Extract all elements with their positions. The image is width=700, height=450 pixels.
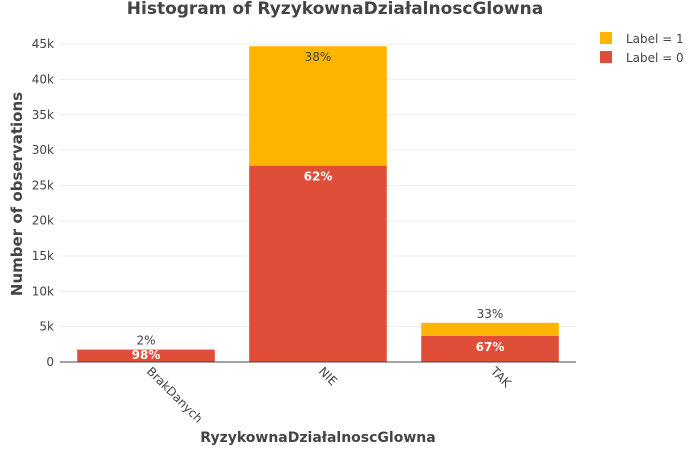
legend-swatch [600, 32, 612, 44]
bar-percent-label: 33% [477, 307, 504, 321]
x-axis-title: RyzykownaDziałalnoscGlowna [200, 430, 435, 446]
bar-segment [249, 46, 387, 166]
x-tick-label: TAK [487, 364, 514, 391]
x-tick-label: BrakDanych [144, 364, 206, 426]
y-tick-label: 5k [39, 320, 54, 334]
y-tick-label: 40k [32, 72, 54, 86]
legend: Label = 1 Label = 0 [600, 32, 684, 65]
legend-swatch [600, 51, 612, 63]
bar-percent-label: 2% [136, 333, 155, 347]
bar-percent-label: 38% [305, 50, 332, 64]
bars [77, 46, 559, 362]
bar-labels: 98%2% 62% 38% 67% 33% [132, 50, 505, 362]
legend-label: Label = 1 [626, 32, 684, 46]
y-tick-label: 10k [32, 284, 54, 298]
bar-segment [249, 165, 387, 362]
y-tick-label: 45k [32, 37, 54, 51]
bar-percent-label: 67% [476, 340, 505, 354]
bar-segment [421, 322, 559, 336]
y-tick-label: 25k [32, 178, 54, 192]
y-tick-label: 20k [32, 214, 54, 228]
y-tick-label: 15k [32, 249, 54, 263]
bar-segment [77, 349, 215, 362]
chart-title: Histogram of RyzykownaDziałalnoscGlowna [127, 0, 543, 19]
y-tick-label: 30k [32, 143, 54, 157]
x-tick-label: NIE [316, 364, 340, 388]
legend-label: Label = 0 [626, 51, 684, 65]
y-tick-label: 0 [46, 355, 54, 369]
bar-percent-label: 98% [132, 348, 161, 362]
y-axis-title: Number of observations [8, 92, 26, 296]
bar-segment [421, 335, 559, 362]
y-tick-label: 35k [32, 108, 54, 122]
bar-percent-label: 62% [304, 170, 333, 184]
